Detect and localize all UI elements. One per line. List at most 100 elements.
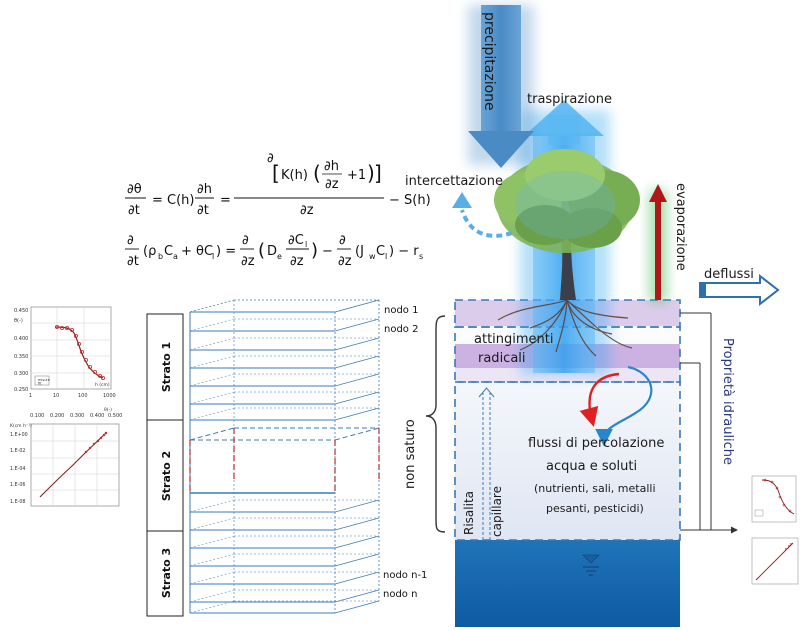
soil-column-grid <box>189 299 380 614</box>
node-slab-side-edge <box>334 600 380 614</box>
water-table-marker <box>582 554 600 564</box>
percolation-label-4: pesanti, pesticidi) <box>546 502 644 515</box>
precipitation-arrow <box>468 5 534 168</box>
interception-label: intercettazione <box>405 174 503 189</box>
root-uptake-label-2: radicali <box>478 351 526 366</box>
percolation-label-3: (nutrienti, sali, metalli <box>534 482 656 495</box>
node-slab-side-edge <box>334 517 380 531</box>
node-slab-side-edge <box>334 391 380 405</box>
tree-roots <box>497 299 633 357</box>
svg-text:) =: ) = <box>216 244 236 259</box>
tree <box>494 149 640 357</box>
conductivity-y-tick: 1.E-02 <box>10 448 25 454</box>
svg-text:+1: +1 <box>347 168 366 183</box>
node-slab-left-edge <box>189 535 235 549</box>
runoff-label: deflussi <box>704 267 754 282</box>
retention-y-label: θ(-) <box>14 318 23 324</box>
layer-3-label: Strato 3 <box>160 548 173 598</box>
node-slab-left-edge <box>189 571 235 585</box>
svg-text:∂z: ∂z <box>300 203 314 218</box>
capillary-rise-label-1: Risalita <box>462 491 476 535</box>
svg-text:+ θC: + θC <box>181 244 213 259</box>
conductivity-y-tick: 1.E-08 <box>10 499 25 505</box>
svg-text:]: ] <box>374 161 382 185</box>
interception-arrow <box>452 192 513 238</box>
svg-text:l: l <box>305 240 307 249</box>
svg-text:∂z: ∂z <box>325 177 339 192</box>
node-slab-left-edge <box>189 600 235 614</box>
node-slab-side-edge <box>334 571 380 585</box>
svg-text:∂C: ∂C <box>288 233 304 248</box>
retention-legend-item: fit <box>38 382 42 386</box>
node-slab-left-edge <box>189 355 235 369</box>
capillary-rise-arrows <box>478 387 495 540</box>
retention-y-tick: 0.250 <box>14 387 28 393</box>
node-slabs <box>189 299 380 614</box>
node-slab-left-edge <box>189 553 235 567</box>
node-slab-left-edge <box>189 337 235 351</box>
precipitation-label: precipitazione <box>481 12 497 111</box>
svg-text:): ) <box>367 161 375 185</box>
svg-text:=: = <box>220 193 231 208</box>
svg-text:l: l <box>385 252 387 261</box>
unsaturated-brace <box>425 315 446 533</box>
mini-retention-chart <box>751 475 797 523</box>
node-slab-side-edge <box>334 407 380 421</box>
svg-text:∂h: ∂h <box>197 182 212 197</box>
retention-x-tick: 1000 <box>103 393 116 399</box>
node-1-label: nodo 1 <box>384 305 418 316</box>
retention-x-tick: 1 <box>29 393 32 399</box>
richards-equation: ∂θ ∂t = C(h) ∂h ∂t = ∂ [ K(h) ( ∂h ∂z +1… <box>125 151 431 218</box>
node-slab-left-edge <box>189 407 235 421</box>
retention-x-tick: 100 <box>78 393 88 399</box>
layer-labels: Strato 1 Strato 2 Strato 3 <box>146 313 184 617</box>
node-slab-side-edge <box>334 299 380 313</box>
svg-text:(J: (J <box>355 244 364 259</box>
retention-x-tick: 10 <box>53 393 59 399</box>
svg-text:∂: ∂ <box>242 233 249 248</box>
svg-text:D: D <box>267 244 277 259</box>
svg-text:∂θ: ∂θ <box>127 182 142 197</box>
node-slab-left-edge <box>189 299 235 313</box>
conductivity-y-tick: 1.E+00 <box>10 432 28 438</box>
svg-text:w: w <box>369 252 376 261</box>
node-slab-left-edge <box>189 373 235 387</box>
runoff-arrow <box>699 273 780 307</box>
node-slab-side-edge <box>334 355 380 369</box>
node-n-label: nodo n <box>383 589 417 600</box>
svg-text:−: − <box>322 244 333 259</box>
svg-text:∂: ∂ <box>127 233 134 248</box>
node-slab-left-edge <box>189 318 235 332</box>
svg-text:[: [ <box>272 161 280 185</box>
svg-text:∂h: ∂h <box>324 159 339 174</box>
retention-points <box>55 324 106 380</box>
node-slab-side-edge <box>334 589 380 603</box>
svg-text:∂: ∂ <box>339 233 346 248</box>
svg-text:∂z: ∂z <box>338 254 352 269</box>
capillary-rise-label-2: capillare <box>490 486 504 537</box>
svg-text:(: ( <box>313 161 321 185</box>
retention-x-label: h (cm) <box>95 382 110 388</box>
conductivity-points <box>84 431 108 454</box>
root-uptake-label-1: attingimenti <box>474 332 554 347</box>
node-slab-side-edge <box>334 535 380 549</box>
node-slab-left-edge <box>189 589 235 603</box>
svg-text:∂t: ∂t <box>127 254 139 269</box>
svg-text:∂t: ∂t <box>128 203 140 218</box>
evaporation-arrow <box>649 184 667 302</box>
retention-y-tick: 0.350 <box>14 354 28 360</box>
svg-text:a: a <box>173 252 178 261</box>
unsaturated-label: non saturo <box>403 419 418 489</box>
svg-text:C: C <box>164 244 173 259</box>
saturated-zone <box>455 540 680 627</box>
node-slab-side-edge <box>334 553 380 567</box>
conductivity-x-tick: 0.100 <box>30 413 44 419</box>
retention-y-tick: 0.450 <box>14 308 28 314</box>
conductivity-x-tick: 0.200 <box>50 413 64 419</box>
node-slab-side-edge <box>334 318 380 332</box>
retention-legend <box>34 375 50 386</box>
svg-text:b: b <box>158 252 163 261</box>
node-2-label: nodo 2 <box>384 324 418 335</box>
retention-legend-item: misure <box>38 378 50 382</box>
svg-text:C: C <box>376 244 385 259</box>
